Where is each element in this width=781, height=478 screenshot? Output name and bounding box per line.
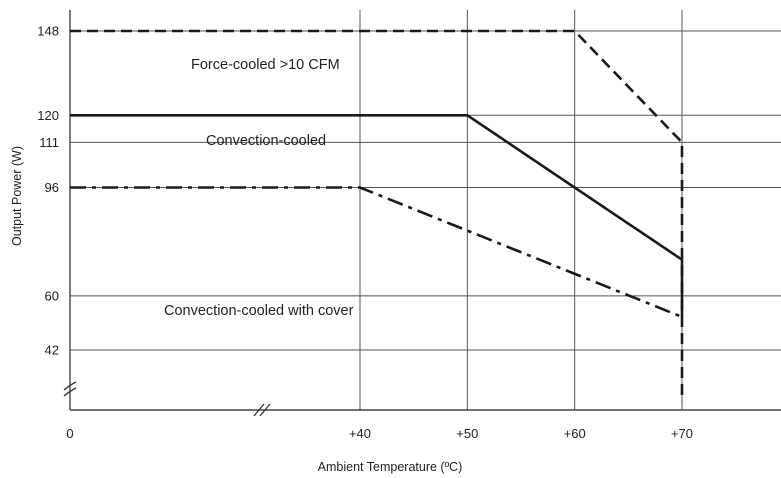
y-tick-label: 120 <box>37 108 59 123</box>
y-tick-label: 60 <box>45 288 59 303</box>
axes <box>69 10 781 411</box>
x-tick-label: +50 <box>456 426 478 441</box>
x-tick-label: +40 <box>349 426 371 441</box>
y-axis-break-mark <box>63 381 77 397</box>
y-tick-label: 96 <box>45 180 59 195</box>
axis-break-marks <box>63 381 271 417</box>
x-tick-label: 0 <box>66 426 73 441</box>
y-tick-label: 148 <box>37 24 59 39</box>
series-label-2: Convection-cooled <box>206 133 326 149</box>
y-axis-title: Output Power (W) <box>10 146 24 246</box>
series-label-3: Convection-cooled with cover <box>164 303 354 319</box>
y-tick-labels: 42 60 96 111 120 148 <box>37 24 59 358</box>
series-line-2 <box>70 113 684 317</box>
x-axis-title: Ambient Temperature (ºC) <box>318 460 463 474</box>
x-tick-label: +60 <box>564 426 586 441</box>
series-label-1: Force-cooled >10 CFM <box>191 57 340 73</box>
series-lines <box>70 29 684 402</box>
series-line-3 <box>70 186 683 319</box>
series-line-1 <box>70 29 684 402</box>
y-tick-label: 111 <box>39 135 59 150</box>
x-tick-label: +70 <box>671 426 693 441</box>
series-annotations: Force-cooled >10 CFM Convection-cooled Con… <box>164 57 354 319</box>
x-axis-break-mark <box>253 403 271 417</box>
x-tick-labels: 0 +40 +50 +60 +70 <box>66 426 693 441</box>
y-tick-label: 42 <box>45 343 59 358</box>
